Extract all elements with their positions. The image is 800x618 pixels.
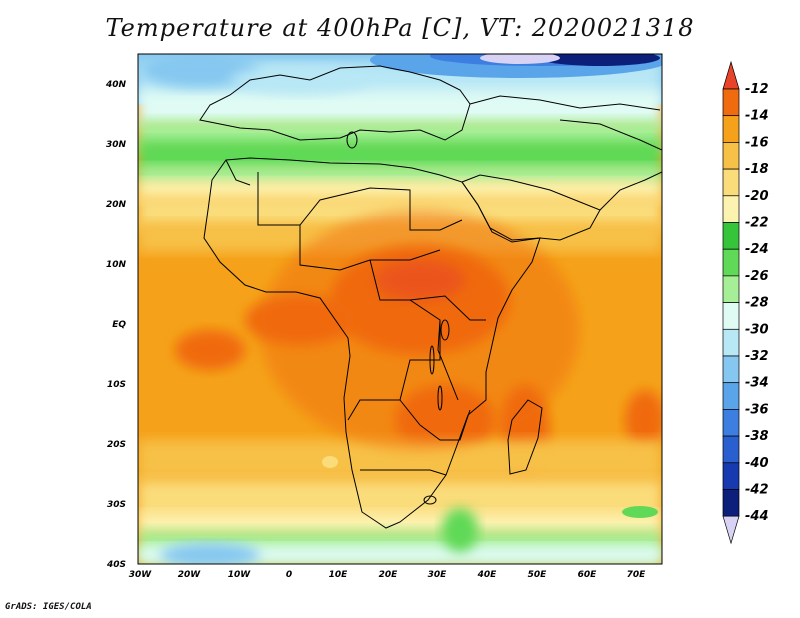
colorbar-swatch: [722, 462, 740, 490]
lat-label-10n: 10N: [106, 260, 127, 270]
lon-label-20w: 20W: [178, 570, 202, 580]
colorbar-swatch: [722, 355, 740, 384]
lat-label-10s: 10S: [107, 380, 126, 390]
lat-label-eq: EQ: [112, 320, 126, 330]
page-title: Temperature at 400hPa [C], VT: 202002131…: [105, 14, 695, 42]
colorbar-swatch: [722, 115, 740, 143]
plot-frame: [137, 53, 663, 565]
colorbar-label: -26: [745, 269, 769, 284]
coastlines: [199, 65, 662, 529]
temperature-field: [138, 54, 662, 564]
colorbar-label: -38: [745, 429, 769, 444]
colorbar-label: -32: [745, 349, 769, 364]
colorbar-label: -44: [745, 509, 769, 524]
lat-label-30n: 30N: [106, 140, 127, 150]
colorbar-label: -12: [745, 82, 769, 97]
lon-label-40e: 40E: [477, 570, 498, 580]
colorbar-bottom-arrow: [722, 515, 740, 545]
colorbar-label: -16: [745, 135, 769, 150]
colorbar: -12 -14 -16 -18 -20 -22 -24 -26 -28 -30 -32 -34 -36 -…: [722, 60, 769, 545]
lon-label-30e: 30E: [428, 570, 448, 580]
lon-label-20e: 20E: [379, 570, 399, 580]
colorbar-label: -22: [745, 216, 769, 231]
colorbar-label: -34: [745, 376, 769, 391]
credit-text: GrADS: IGES/COLA: [5, 602, 92, 612]
colorbar-swatch: [722, 142, 740, 170]
colorbar-swatch: [722, 382, 740, 410]
colorbar-swatch: [722, 409, 740, 437]
colorbar-swatch: [722, 248, 740, 277]
colorbar-label: -20: [745, 189, 769, 204]
colorbar-label: -28: [745, 296, 769, 311]
lat-label-30s: 30S: [107, 500, 126, 510]
colorbar-label: -14: [745, 109, 769, 124]
colorbar-swatch: [722, 195, 740, 223]
colorbar-label: -36: [745, 402, 769, 417]
colorbar-swatch: [722, 222, 740, 250]
lon-label-70e: 70E: [627, 570, 647, 580]
lon-label-10w: 10W: [228, 570, 252, 580]
lat-label-20n: 20N: [106, 200, 127, 210]
colorbar-swatch: [722, 275, 740, 303]
colorbar-swatch: [722, 435, 740, 464]
colorbar-label: -24: [745, 242, 769, 257]
lon-label-30w: 30W: [129, 570, 153, 580]
lat-label-20s: 20S: [107, 440, 126, 450]
colorbar-swatch: [722, 328, 740, 357]
lon-label-60e: 60E: [578, 570, 598, 580]
latitude-axis: 40N 30N 20N 10N EQ 10S 20S 30S 40S: [105, 80, 127, 570]
lon-label-50e: 50E: [528, 570, 548, 580]
lat-label-40s: 40S: [106, 560, 126, 570]
colorbar-swatch: [722, 302, 740, 330]
colorbar-label: -40: [745, 456, 769, 471]
lon-label-10e: 10E: [329, 570, 349, 580]
lon-label-0: 0: [286, 570, 292, 580]
colorbar-label: -18: [745, 162, 769, 177]
colorbar-swatch: [722, 88, 740, 117]
colorbar-label: -42: [745, 483, 769, 498]
longitude-axis: 30W 20W 10W 0 10E 20E 30E 40E 50E 60E 70…: [129, 570, 646, 580]
colorbar-top-arrow: [722, 60, 740, 90]
colorbar-label: -30: [745, 322, 769, 337]
colorbar-swatch: [722, 489, 740, 517]
colorbar-swatch: [722, 168, 740, 197]
lat-label-40n: 40N: [105, 80, 127, 90]
